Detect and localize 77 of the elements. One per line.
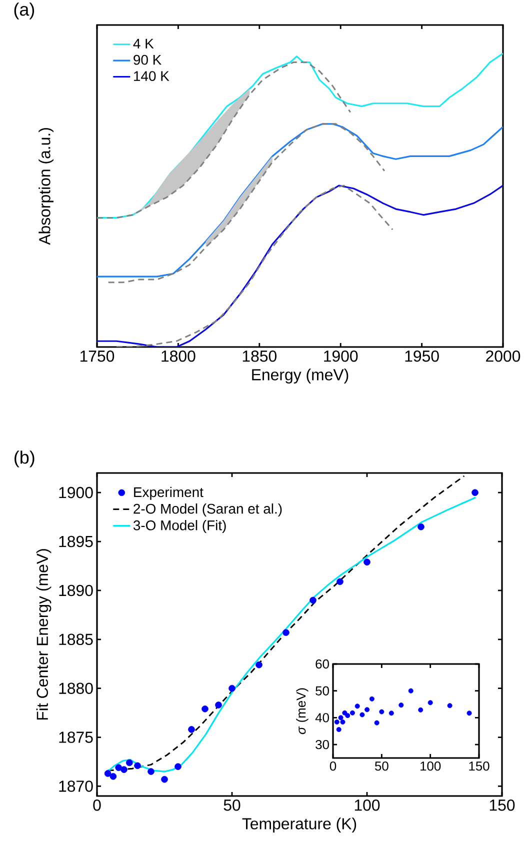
y-tick-label: 1880	[59, 682, 93, 694]
point	[310, 596, 316, 604]
point	[364, 558, 370, 566]
x-tick-label: 1950	[405, 350, 439, 362]
point	[202, 705, 208, 712]
point	[104, 770, 112, 777]
point	[466, 710, 472, 716]
y-axis-title: Fit Center Energy (meV)	[36, 549, 52, 720]
point	[379, 709, 384, 714]
x-tick-label: 2000	[486, 350, 520, 362]
point	[334, 720, 340, 725]
x-axis-title: Energy (meV)	[252, 368, 348, 384]
x-tick-label: 1900	[324, 350, 358, 362]
chart-title: (a)	[14, 2, 34, 20]
x-tick-label: 0	[93, 800, 101, 811]
point	[369, 696, 374, 702]
point	[115, 764, 122, 772]
legend-label: 90 K	[134, 54, 162, 65]
point	[418, 523, 424, 530]
point	[134, 762, 141, 770]
point	[110, 773, 117, 780]
x-tick-label: 50	[374, 762, 388, 771]
y-axis-title: Absorption (a.u.)	[38, 128, 54, 245]
legend-label: 3-O Model (Fit)	[133, 520, 226, 534]
y-axis-title: σ (meV)	[296, 688, 308, 734]
point	[428, 700, 433, 706]
point	[282, 629, 290, 636]
y-tick-label: 60	[316, 659, 329, 669]
point	[215, 702, 222, 708]
x-tick-label: 150	[490, 800, 515, 811]
point	[148, 768, 154, 775]
point	[374, 720, 380, 726]
x-tick-label: 1800	[162, 350, 196, 362]
point	[345, 713, 350, 718]
chart-title: (b)	[14, 450, 34, 468]
point	[408, 688, 414, 694]
point	[472, 489, 478, 496]
y-tick-label: 1870	[59, 780, 93, 792]
legend-label: 2-O Model (Saran et al.)	[134, 503, 282, 516]
y-tick-label: 1875	[59, 732, 93, 743]
point	[364, 707, 370, 712]
point	[336, 578, 344, 586]
x-tick-label: 100	[420, 762, 441, 771]
point	[120, 766, 128, 773]
point	[447, 703, 452, 708]
x-tick-label: 50	[224, 800, 240, 811]
legend-label: 140 K	[134, 71, 170, 82]
point	[228, 684, 236, 692]
legend-label: 4 K	[133, 38, 154, 48]
y-tick-label: 40	[315, 713, 329, 722]
point	[256, 661, 262, 668]
x-axis-title: Temperature (K)	[242, 818, 356, 833]
legend-label: Experiment	[134, 486, 204, 500]
point	[360, 712, 365, 718]
x-tick-label: 150	[469, 762, 490, 771]
y-tick-label: 50	[316, 686, 329, 696]
y-tick-label: 1895	[59, 536, 93, 548]
point	[354, 704, 360, 709]
point	[126, 759, 133, 766]
x-tick-label: 1750	[80, 350, 114, 362]
point	[188, 726, 195, 733]
y-tick-label: 30	[316, 740, 329, 750]
point	[174, 763, 182, 770]
point	[161, 776, 168, 783]
y-tick-label: 1900	[59, 486, 93, 498]
y-tick-label: 1890	[59, 584, 93, 596]
point	[340, 720, 346, 725]
point	[350, 710, 355, 716]
y-tick-label: 1885	[59, 634, 93, 646]
x-tick-label: 1850	[242, 350, 276, 362]
point	[338, 715, 344, 720]
point	[336, 727, 342, 732]
point	[398, 702, 404, 708]
point	[388, 710, 394, 716]
point	[418, 707, 424, 712]
x-tick-label: 0	[330, 762, 336, 771]
x-tick-label: 100	[354, 800, 380, 811]
